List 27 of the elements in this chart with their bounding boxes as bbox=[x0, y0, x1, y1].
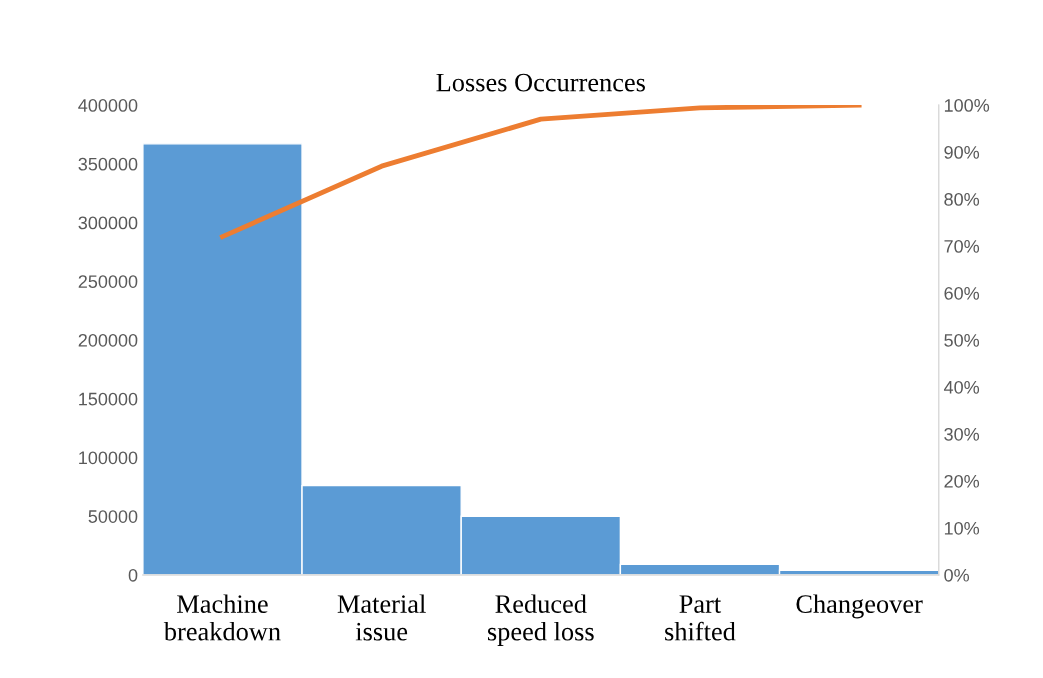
y2-tick-label: 60% bbox=[944, 286, 980, 300]
y-tick-label: 150000 bbox=[79, 392, 138, 406]
x-tick-label: Material issue bbox=[337, 594, 426, 641]
y-tick-label: 100000 bbox=[79, 451, 138, 465]
y2-tick-label: 90% bbox=[944, 146, 980, 159]
y-tick-label: 400000 bbox=[78, 99, 138, 112]
y2-tick-label: 50% bbox=[944, 333, 980, 347]
x-tick-label: Reduced speed loss bbox=[488, 594, 594, 646]
y-tick-label: 0 bbox=[128, 568, 138, 582]
y2-tick-label: 10% bbox=[944, 521, 980, 535]
y2-tick-label: 100% bbox=[944, 99, 990, 112]
y-tick-label: 200000 bbox=[78, 333, 138, 347]
x-tick-label: Changeover bbox=[796, 594, 923, 619]
y2-tick-label: 30% bbox=[944, 427, 980, 441]
y-tick-label: 50000 bbox=[88, 510, 138, 523]
y-tick-label: 300000 bbox=[78, 216, 138, 230]
y2-tick-label: 70% bbox=[944, 239, 980, 253]
y2-tick-label: 80% bbox=[944, 193, 980, 206]
line-series bbox=[220, 105, 862, 240]
y2-tick-label: 20% bbox=[944, 474, 980, 488]
y2-tick-label: 40% bbox=[943, 380, 980, 394]
y2-tick-label: 0% bbox=[944, 568, 970, 582]
x-tick-label: Machine breakdown bbox=[163, 594, 281, 641]
x-tick-label: Part shifted bbox=[665, 595, 736, 641]
chart-title: Losses Occurrences bbox=[436, 73, 645, 92]
y-tick-label: 350000 bbox=[78, 157, 138, 171]
y-tick-label: 250000 bbox=[78, 275, 138, 289]
